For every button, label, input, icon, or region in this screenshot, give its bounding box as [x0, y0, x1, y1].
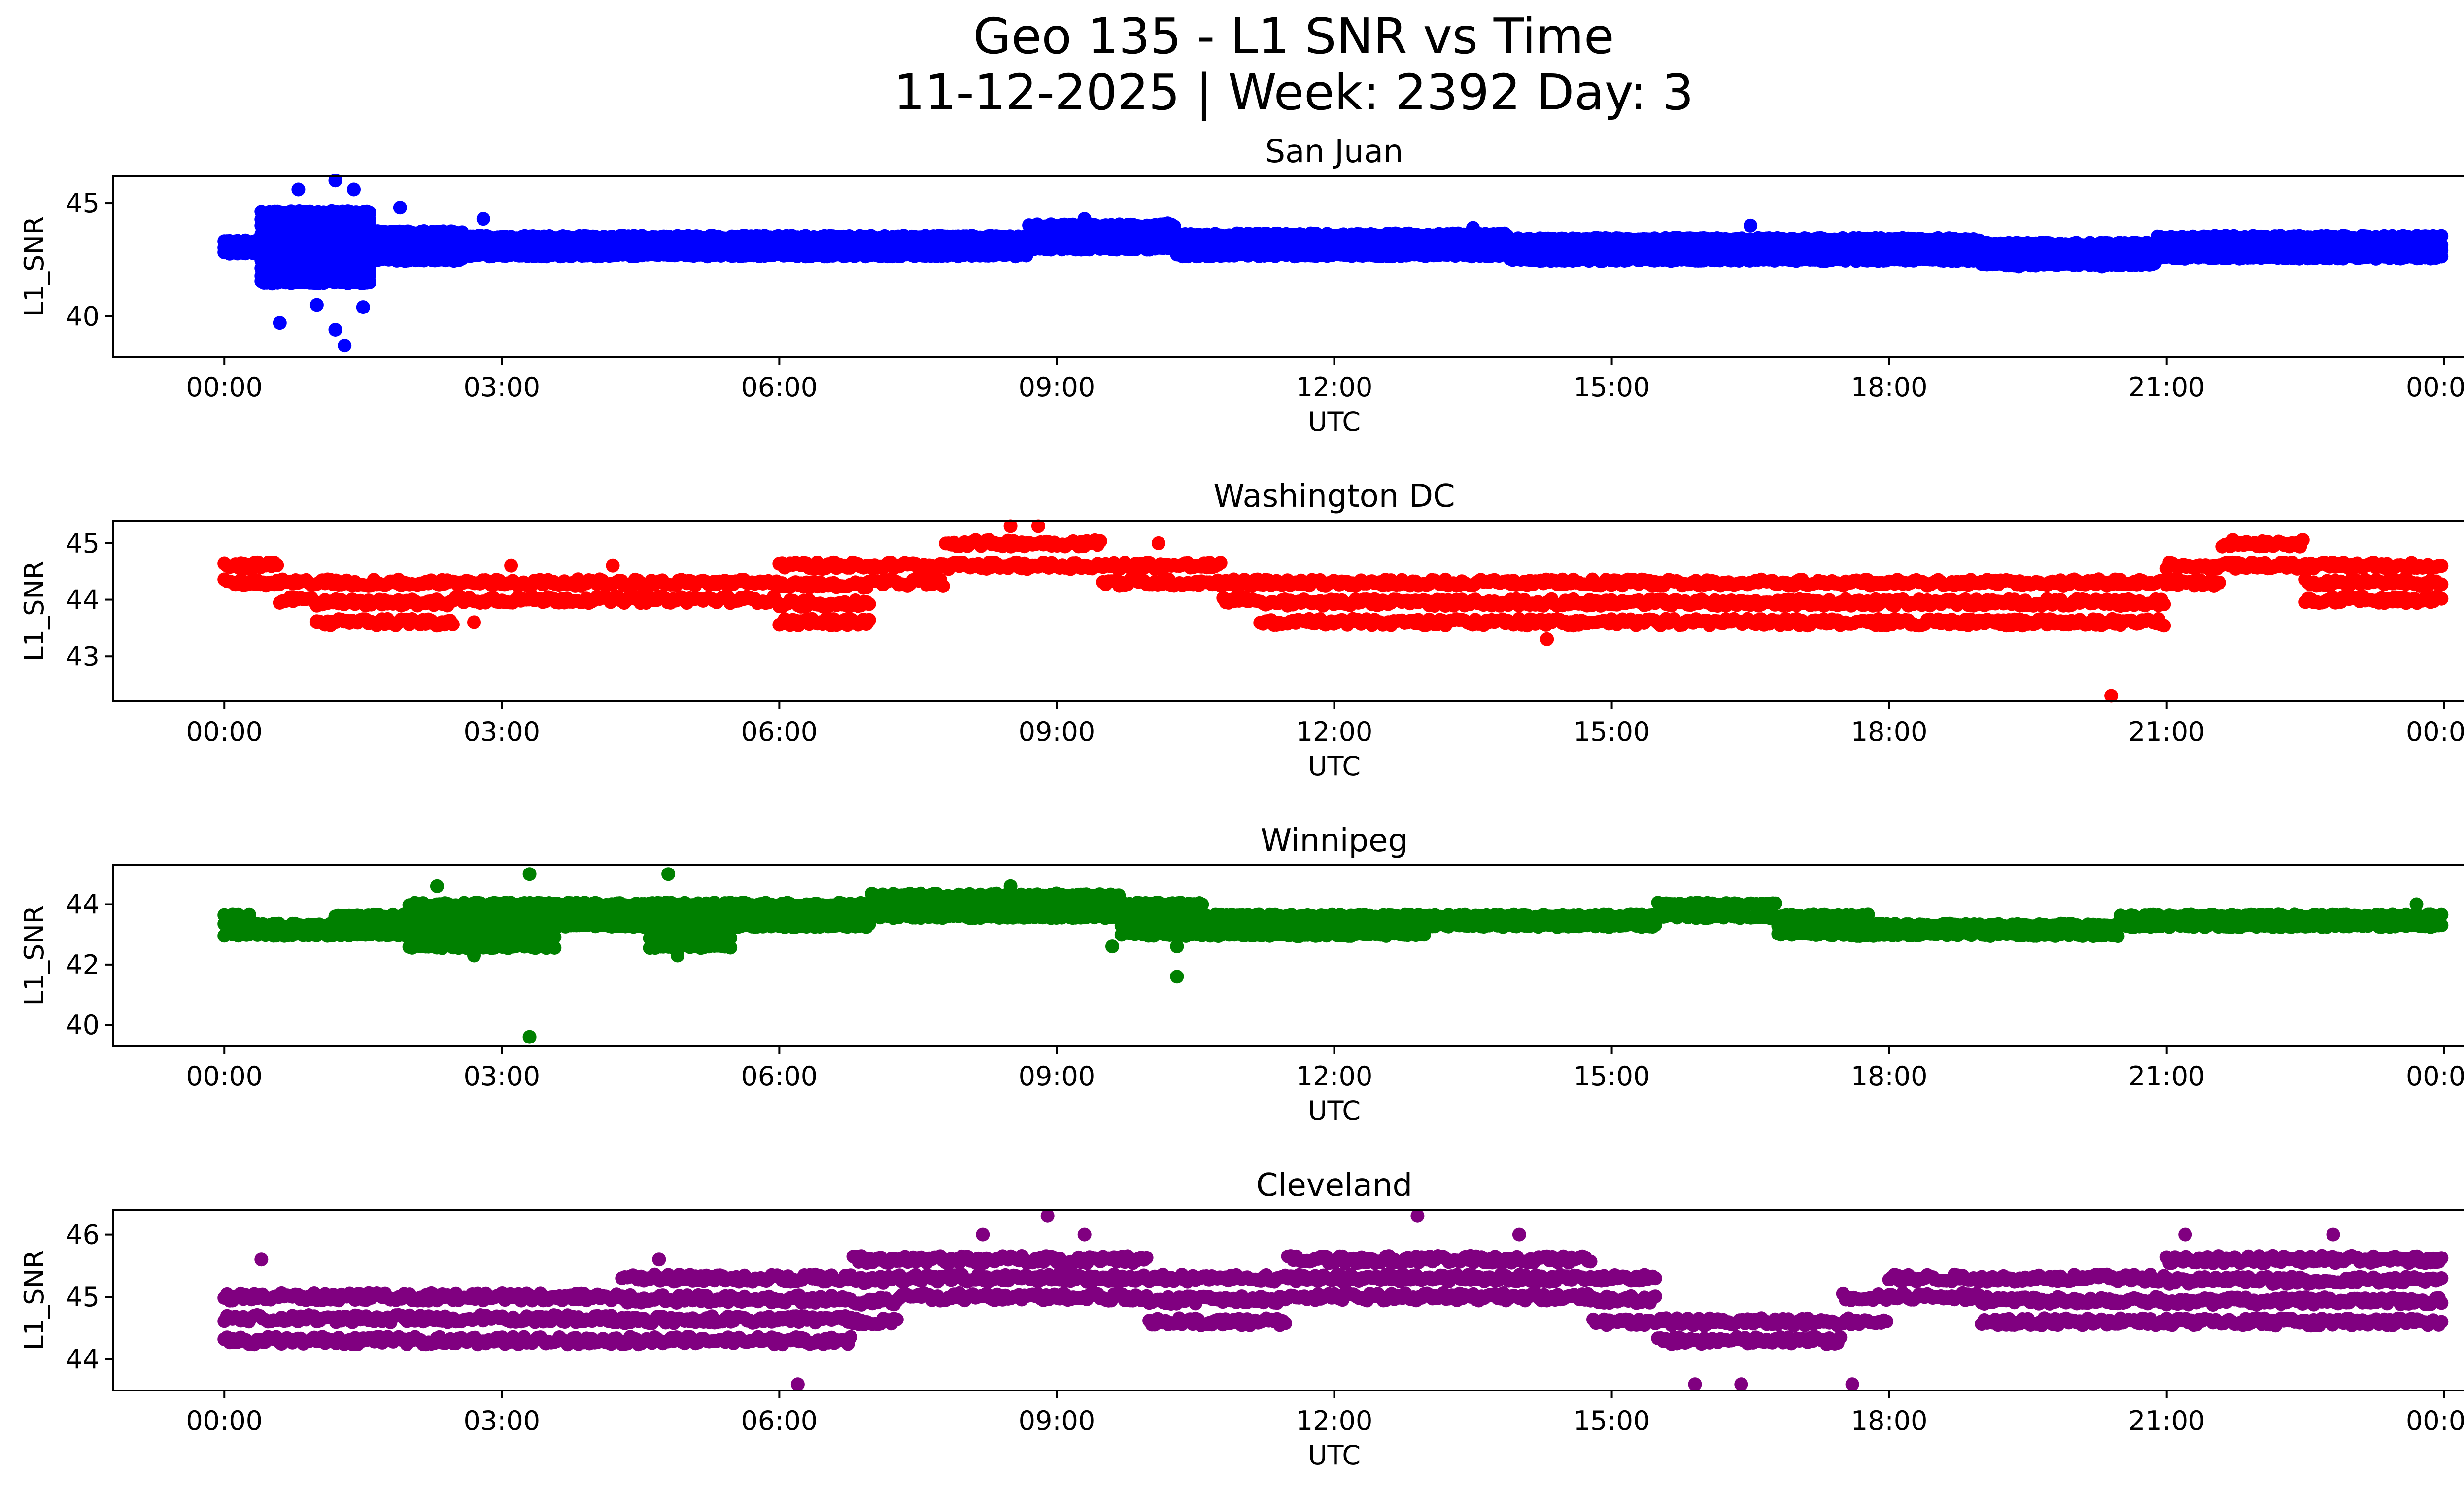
panels: San Juan 00:00 03:00 06:00 09:00 12:00 15:00 18…	[19, 134, 2464, 1471]
outlier-point	[338, 339, 352, 353]
y-tick-label: 40	[66, 301, 100, 332]
outlier-point	[1744, 218, 1758, 233]
y-axis-label: L1_SNR	[19, 216, 50, 317]
x-tick-label: 09:00	[1019, 372, 1095, 403]
outlier-point	[393, 201, 407, 215]
x-tick-label: 15:00	[1574, 372, 1650, 403]
x-tick-label: 12:00	[1296, 372, 1373, 403]
x-axis-label: UTC	[1308, 406, 1361, 437]
figure-title-line-1: Geo 135 - L1 SNR vs Time	[973, 7, 1614, 65]
outlier-point	[1466, 221, 1480, 235]
outlier-point	[1077, 212, 1092, 226]
data-point	[936, 579, 950, 593]
outlier-point	[309, 298, 324, 312]
outlier-point	[356, 300, 370, 314]
data-points	[217, 519, 2449, 703]
panel-0: San Juan 00:00 03:00 06:00 09:00 12:00 15:00 18…	[19, 134, 2464, 437]
outlier-point	[476, 212, 490, 226]
data-point	[445, 617, 460, 631]
outlier-point	[328, 323, 342, 337]
outlier-point	[1161, 216, 1175, 231]
figure-title-line-2: 11-12-2025 | Week: 2392 Day: 3	[893, 64, 1693, 121]
panel-title: Washington DC	[1213, 478, 1455, 515]
data-point	[1093, 534, 1107, 548]
data-point	[862, 597, 876, 611]
data-point	[1213, 556, 1228, 570]
data-point	[862, 613, 876, 627]
y-tick-label: 45	[66, 188, 100, 219]
outlier-point	[2012, 259, 2026, 274]
x-tick-label: 00:00	[2406, 372, 2464, 403]
data-points	[217, 174, 2449, 353]
data-point	[2434, 229, 2449, 243]
outlier-point	[347, 182, 361, 197]
data-point	[363, 206, 376, 220]
outlier-point	[273, 316, 287, 330]
data-point	[270, 558, 284, 572]
x-tick-label: 18:00	[1851, 372, 1928, 403]
x-tick-label: 00:00	[186, 372, 263, 403]
panel-title: San Juan	[1266, 134, 1403, 170]
x-tick-label: 06:00	[741, 372, 818, 403]
x-tick-label: 21:00	[2128, 372, 2205, 403]
outlier-point	[291, 182, 306, 197]
x-tick-label: 03:00	[463, 372, 540, 403]
outlier-point	[2095, 259, 2109, 274]
